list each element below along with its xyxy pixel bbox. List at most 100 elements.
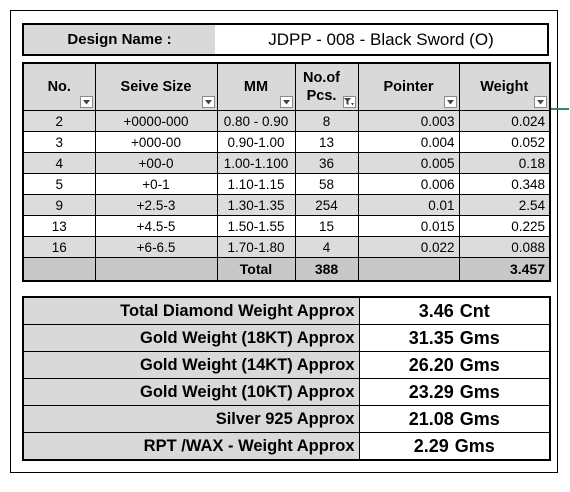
summary-label[interactable]: Gold Weight (14KT) Approx — [22, 351, 360, 379]
summary-value-cell[interactable]: 23.29 Gms — [358, 378, 551, 406]
header-label: MM — [243, 79, 269, 95]
header-no[interactable]: No. — [22, 62, 96, 111]
cell-weight[interactable]: 0.348 — [458, 173, 551, 195]
summary-value: 31.35 — [408, 327, 454, 348]
filter-icon[interactable] — [342, 96, 356, 108]
cell-pointer[interactable]: 0.022 — [357, 236, 460, 258]
cell-no[interactable]: 16 — [22, 236, 96, 258]
chevron-down-icon[interactable] — [534, 96, 547, 108]
summary-row: RPT /WAX - Weight Approx 2.29 Gms — [22, 432, 551, 461]
header-label: No. — [47, 79, 71, 95]
design-name-value[interactable]: JDPP - 008 - Black Sword (O) — [215, 23, 549, 56]
summary-value-cell[interactable]: 3.46 Cnt — [358, 296, 551, 325]
summary-value-cell[interactable]: 26.20 Gms — [358, 351, 551, 379]
cell-pointer[interactable]: 0.015 — [357, 215, 460, 237]
summary-unit: Cnt — [459, 300, 490, 321]
cell-pointer[interactable]: 0.01 — [357, 194, 460, 216]
cell-pcs[interactable]: 4 — [294, 236, 359, 258]
cell-seive[interactable]: +4.5-5 — [94, 215, 218, 237]
summary-label[interactable]: RPT /WAX - Weight Approx — [22, 432, 360, 461]
summary-row: Silver 925 Approx 21.08 Gms — [22, 405, 551, 433]
cell-no[interactable]: 3 — [22, 131, 96, 153]
header-mm[interactable]: MM — [216, 62, 296, 111]
cell-seive[interactable]: +0000-000 — [94, 110, 218, 132]
cell-pcs[interactable]: 254 — [294, 194, 359, 216]
total-empty-cell[interactable] — [22, 257, 96, 282]
summary-label[interactable]: Gold Weight (18KT) Approx — [22, 324, 360, 352]
chevron-down-icon[interactable] — [443, 96, 457, 108]
table-row: 9 +2.5-3 1.30-1.35 254 0.01 2.54 — [22, 194, 551, 216]
design-name-label: Design Name : — [22, 23, 216, 56]
cell-weight[interactable]: 2.54 — [458, 194, 551, 216]
summary-row: Gold Weight (14KT) Approx 26.20 Gms — [22, 351, 551, 379]
cell-weight[interactable]: 0.18 — [458, 152, 551, 174]
total-weight[interactable]: 3.457 — [458, 257, 551, 282]
header-label: Pointer — [383, 79, 434, 95]
cell-mm[interactable]: 1.00-1.100 — [216, 152, 296, 174]
cell-seive[interactable]: +0-1 — [94, 173, 218, 195]
cell-no[interactable]: 2 — [22, 110, 96, 132]
chevron-down-icon[interactable] — [79, 96, 93, 108]
chevron-down-icon[interactable] — [201, 96, 215, 108]
header-weight[interactable]: Weight — [458, 62, 551, 111]
sheet-frame — [10, 10, 558, 473]
summary-value: 21.08 — [408, 408, 454, 429]
selection-edge-line — [549, 108, 569, 110]
cell-seive[interactable]: +000-00 — [94, 131, 218, 153]
header-no-of-pcs[interactable]: No.of Pcs. — [294, 62, 359, 111]
summary-value-cell[interactable]: 31.35 Gms — [358, 324, 551, 352]
total-empty-cell[interactable] — [94, 257, 218, 282]
cell-pointer[interactable]: 0.006 — [357, 173, 460, 195]
cell-seive[interactable]: +2.5-3 — [94, 194, 218, 216]
cell-mm[interactable]: 1.30-1.35 — [216, 194, 296, 216]
summary-unit: Gms — [459, 354, 500, 375]
summary-value-cell[interactable]: 2.29 Gms — [358, 432, 551, 461]
cell-no[interactable]: 9 — [22, 194, 96, 216]
cell-no[interactable]: 5 — [22, 173, 96, 195]
summary-value-cell[interactable]: 21.08 Gms — [358, 405, 551, 433]
cell-weight[interactable]: 0.225 — [458, 215, 551, 237]
cell-pcs[interactable]: 58 — [294, 173, 359, 195]
cell-mm[interactable]: 1.10-1.15 — [216, 173, 296, 195]
cell-weight[interactable]: 0.052 — [458, 131, 551, 153]
cell-weight[interactable]: 0.088 — [458, 236, 551, 258]
header-pointer[interactable]: Pointer — [357, 62, 460, 111]
total-row: Total 388 3.457 — [22, 257, 551, 282]
cell-seive[interactable]: +6-6.5 — [94, 236, 218, 258]
cell-pcs[interactable]: 36 — [294, 152, 359, 174]
header-seive-size[interactable]: Seive Size — [94, 62, 218, 111]
cell-pcs[interactable]: 15 — [294, 215, 359, 237]
cell-mm[interactable]: 1.50-1.55 — [216, 215, 296, 237]
summary-row: Gold Weight (10KT) Approx 23.29 Gms — [22, 378, 551, 406]
summary-value: 26.20 — [408, 354, 454, 375]
cell-pointer[interactable]: 0.003 — [357, 110, 460, 132]
table-row: 13 +4.5-5 1.50-1.55 15 0.015 0.225 — [22, 215, 551, 237]
total-empty-cell[interactable] — [357, 257, 460, 282]
table-row: 16 +6-6.5 1.70-1.80 4 0.022 0.088 — [22, 236, 551, 258]
cell-mm[interactable]: 0.90-1.00 — [216, 131, 296, 153]
header-label: Weight — [480, 79, 529, 95]
cell-pcs[interactable]: 8 — [294, 110, 359, 132]
summary-label[interactable]: Gold Weight (10KT) Approx — [22, 378, 360, 406]
summary-label[interactable]: Total Diamond Weight Approx — [22, 296, 360, 325]
cell-pointer[interactable]: 0.005 — [357, 152, 460, 174]
summary-value: 3.46 — [418, 300, 454, 321]
chevron-down-icon[interactable] — [279, 96, 293, 108]
cell-pcs[interactable]: 13 — [294, 131, 359, 153]
summary-label[interactable]: Silver 925 Approx — [22, 405, 360, 433]
header-row: No. Seive Size MM No.of Pcs. Pointer Wei… — [22, 62, 551, 111]
cell-pointer[interactable]: 0.004 — [357, 131, 460, 153]
cell-mm[interactable]: 1.70-1.80 — [216, 236, 296, 258]
cell-mm[interactable]: 0.80 - 0.90 — [216, 110, 296, 132]
summary-row: Gold Weight (18KT) Approx 31.35 Gms — [22, 324, 551, 352]
cell-no[interactable]: 4 — [22, 152, 96, 174]
summary-value: 23.29 — [408, 381, 454, 402]
cell-seive[interactable]: +00-0 — [94, 152, 218, 174]
cell-weight[interactable]: 0.024 — [458, 110, 551, 132]
cell-no[interactable]: 13 — [22, 215, 96, 237]
summary-value: 2.29 — [413, 435, 449, 456]
summary-unit: Gms — [459, 408, 500, 429]
header-label: No.of Pcs. — [302, 70, 341, 104]
total-pcs[interactable]: 388 — [294, 257, 359, 282]
total-label[interactable]: Total — [216, 257, 296, 282]
